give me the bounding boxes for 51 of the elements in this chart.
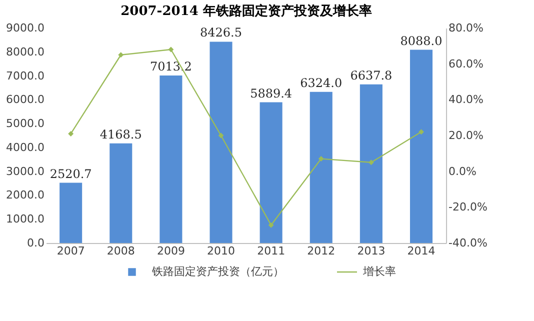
x-tick-label: 2011 <box>257 244 286 258</box>
data-label: 6637.8 <box>350 68 392 82</box>
data-label: 2520.7 <box>50 166 92 181</box>
x-tick-label: 2012 <box>307 244 336 258</box>
bar <box>360 84 382 243</box>
y-tick-label: 4000.0 <box>6 140 45 154</box>
bar <box>310 92 332 243</box>
bar <box>410 50 433 243</box>
data-label: 8088.0 <box>400 34 442 48</box>
y2-tick-label: 20.0% <box>448 129 484 142</box>
legend-label: 增长率 <box>362 265 396 278</box>
point <box>168 46 174 52</box>
point <box>268 222 274 228</box>
x-tick-label: 2010 <box>207 244 236 258</box>
x-tick-label: 2013 <box>357 244 386 258</box>
point <box>368 160 374 166</box>
point <box>418 129 424 135</box>
point <box>318 156 324 162</box>
x-tick-label: 2008 <box>106 244 135 258</box>
data-label: 5889.4 <box>250 86 292 100</box>
y2-tick-label: 40.0% <box>448 93 484 106</box>
y2-tick-label: -40.0% <box>448 236 488 250</box>
point <box>118 52 124 58</box>
y-tick-label: 3000.0 <box>6 164 45 178</box>
y2-tick-label: 60.0% <box>448 57 484 70</box>
point <box>68 130 74 136</box>
bar <box>160 75 182 243</box>
bar <box>260 102 282 243</box>
legend-label: 铁路固定资产投资（亿元） <box>151 265 284 278</box>
data-label: 4168.5 <box>100 127 142 142</box>
y2-tick-label: -20.0% <box>448 200 488 214</box>
chart-title: 2007-2014 年铁路固定资产投资及增长率 <box>120 3 372 19</box>
bar <box>210 42 232 243</box>
y-tick-label: 0.0 <box>27 236 45 250</box>
point <box>218 132 224 138</box>
y2-tick-label: 0.0% <box>448 164 476 178</box>
y-tick-label: 8000.0 <box>6 45 45 58</box>
y-tick-label: 5000.0 <box>6 117 45 130</box>
x-tick-label: 2009 <box>156 244 185 258</box>
data-label: 6324.0 <box>300 76 342 90</box>
bar <box>60 182 82 243</box>
y-tick-label: 9000.0 <box>6 22 45 34</box>
data-label: 8426.5 <box>200 26 242 40</box>
y2-tick-label: 80.0% <box>448 22 484 34</box>
x-tick-label: 2007 <box>56 244 85 258</box>
x-tick-label: 2014 <box>407 244 436 258</box>
bar <box>110 143 132 243</box>
y-tick-label: 7000.0 <box>6 69 45 82</box>
y-tick-label: 2000.0 <box>6 188 45 202</box>
y-tick-label: 6000.0 <box>6 93 45 106</box>
y-tick-label: 1000.0 <box>6 212 45 226</box>
